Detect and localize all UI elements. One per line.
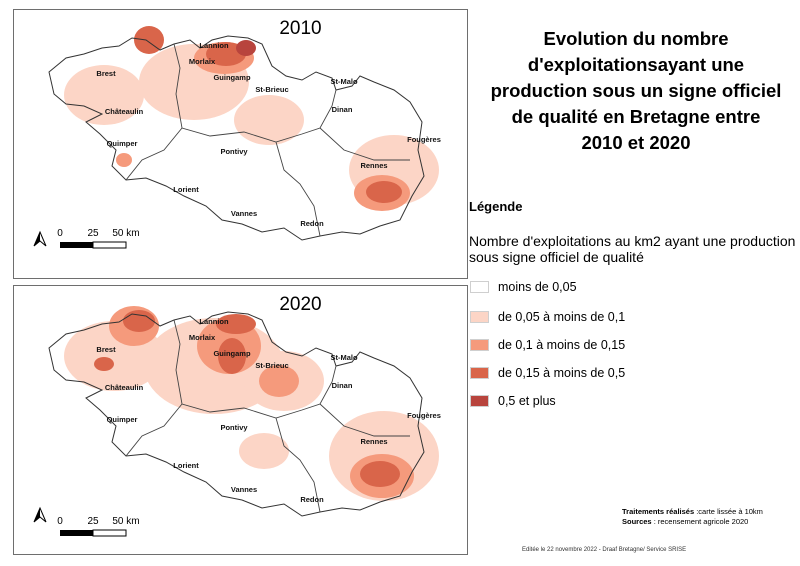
legend-swatch [470, 339, 489, 351]
department-border [319, 127, 410, 161]
density-blobs-2020 [64, 306, 439, 501]
scale-tick-0: 0 [57, 516, 63, 527]
credits-treatments: Traitements réalisés :carte lissée à 10k… [622, 507, 763, 517]
city-labels-2020: Lannion Brest Morlaix Guingamp St-Malo St-Bri… [96, 317, 440, 504]
city-label: Quimper [107, 415, 138, 424]
coastline [48, 35, 425, 241]
legend-heading: Légende [469, 199, 523, 214]
city-label: Châteaulin [105, 107, 144, 116]
legend-item: 0,5 et plus [470, 394, 556, 408]
city-label: Vannes [231, 485, 257, 494]
city-label: Lannion [199, 317, 229, 326]
city-label: Morlaix [189, 57, 216, 66]
brittany-borders-2010 [48, 35, 425, 241]
legend-label: moins de 0,05 [498, 280, 577, 294]
city-label: St-Malo [330, 77, 358, 86]
year-label-2010: 2010 [279, 18, 322, 39]
city-label: Quimper [107, 139, 138, 148]
department-border [125, 127, 183, 181]
city-label: Morlaix [189, 333, 216, 342]
scale-bar: 0 25 50 km [57, 228, 140, 249]
density-blobs-2010 [64, 26, 439, 211]
city-label: Guingamp [213, 349, 251, 358]
city-label: Redon [300, 495, 324, 504]
legend-label: 0,5 et plus [498, 394, 556, 408]
legend-label: de 0,15 à moins de 0,5 [498, 366, 626, 380]
legend-item: de 0,1 à moins de 0,15 [470, 338, 625, 352]
credits-treatments-label: Traitements réalisés [622, 507, 695, 516]
credits-sources: Sources : recensement agricole 2020 [622, 517, 763, 527]
department-border [125, 403, 183, 457]
legend-swatch [470, 281, 489, 293]
legend-swatch [470, 395, 489, 407]
city-label: Guingamp [213, 73, 251, 82]
city-label: Rennes [360, 437, 387, 446]
legend-item: de 0,15 à moins de 0,5 [470, 366, 625, 380]
scale-bar: 0 25 50 km [57, 516, 140, 537]
scale-tick-25: 25 [87, 516, 99, 527]
scale-tick-0: 0 [57, 228, 63, 239]
legend-label: de 0,1 à moins de 0,15 [498, 338, 626, 352]
city-label: Pontivy [220, 423, 248, 432]
city-label: Brest [96, 69, 116, 78]
city-label: Rennes [360, 161, 387, 170]
map-2020-graphic: Lannion Brest Morlaix Guingamp St-Malo St-Bri… [33, 306, 441, 537]
coastline [48, 311, 425, 517]
map-2010: Lannion Brest Morlaix Guingamp St-Malo St-Bri… [13, 9, 468, 279]
brittany-borders-2020 [48, 311, 425, 517]
department-border [275, 417, 321, 513]
scale-tick-25: 25 [87, 228, 99, 239]
city-label: Dinan [332, 105, 353, 114]
department-border [275, 141, 321, 237]
city-label: Brest [96, 345, 116, 354]
north-arrow [33, 506, 47, 523]
city-label: Redon [300, 219, 324, 228]
year-label-2020: 2020 [279, 294, 322, 315]
city-label: Pontivy [220, 147, 248, 156]
city-label: St-Malo [330, 353, 358, 362]
city-label: Fougères [407, 135, 441, 144]
map-2010-graphic: Lannion Brest Morlaix Guingamp St-Malo St-Bri… [33, 26, 441, 249]
city-label: Dinan [332, 381, 353, 390]
department-border [173, 43, 337, 143]
city-label: Vannes [231, 209, 257, 218]
credits: Traitements réalisés :carte lissée à 10k… [622, 507, 763, 527]
legend-label: de 0,05 à moins de 0,1 [498, 310, 626, 324]
department-border [319, 403, 410, 437]
city-label: Lannion [199, 41, 229, 50]
city-label: Fougères [407, 411, 441, 420]
credits-sources-value: : recensement agricole 2020 [651, 517, 749, 526]
city-label: St-Brieuc [255, 85, 288, 94]
city-labels-2010: Lannion Brest Morlaix Guingamp St-Malo St-Bri… [96, 41, 440, 228]
map-title: Evolution du nombre d'exploitationsayant… [490, 28, 782, 153]
city-label: St-Brieuc [255, 361, 288, 370]
city-label: Lorient [173, 461, 199, 470]
city-label: Châteaulin [105, 383, 144, 392]
map-2020: Lannion Brest Morlaix Guingamp St-Malo St-Bri… [13, 285, 468, 555]
credits-sources-label: Sources [622, 517, 652, 526]
credits-treatments-value: :carte lissée à 10km [694, 507, 763, 516]
legend-subtitle: Nombre d'exploitations au km2 ayant une … [469, 233, 796, 265]
legend-swatch [470, 311, 489, 323]
scale-tick-50: 50 km [112, 228, 139, 239]
north-arrow [33, 230, 47, 247]
city-label: Lorient [173, 185, 199, 194]
scale-tick-50: 50 km [112, 516, 139, 527]
legend-item: moins de 0,05 [470, 280, 577, 294]
legend-swatch [470, 367, 489, 379]
edited-note: Editée le 22 novembre 2022 - Draaf Breta… [522, 547, 687, 553]
legend-item: de 0,05 à moins de 0,1 [470, 310, 625, 324]
department-border [173, 319, 337, 419]
